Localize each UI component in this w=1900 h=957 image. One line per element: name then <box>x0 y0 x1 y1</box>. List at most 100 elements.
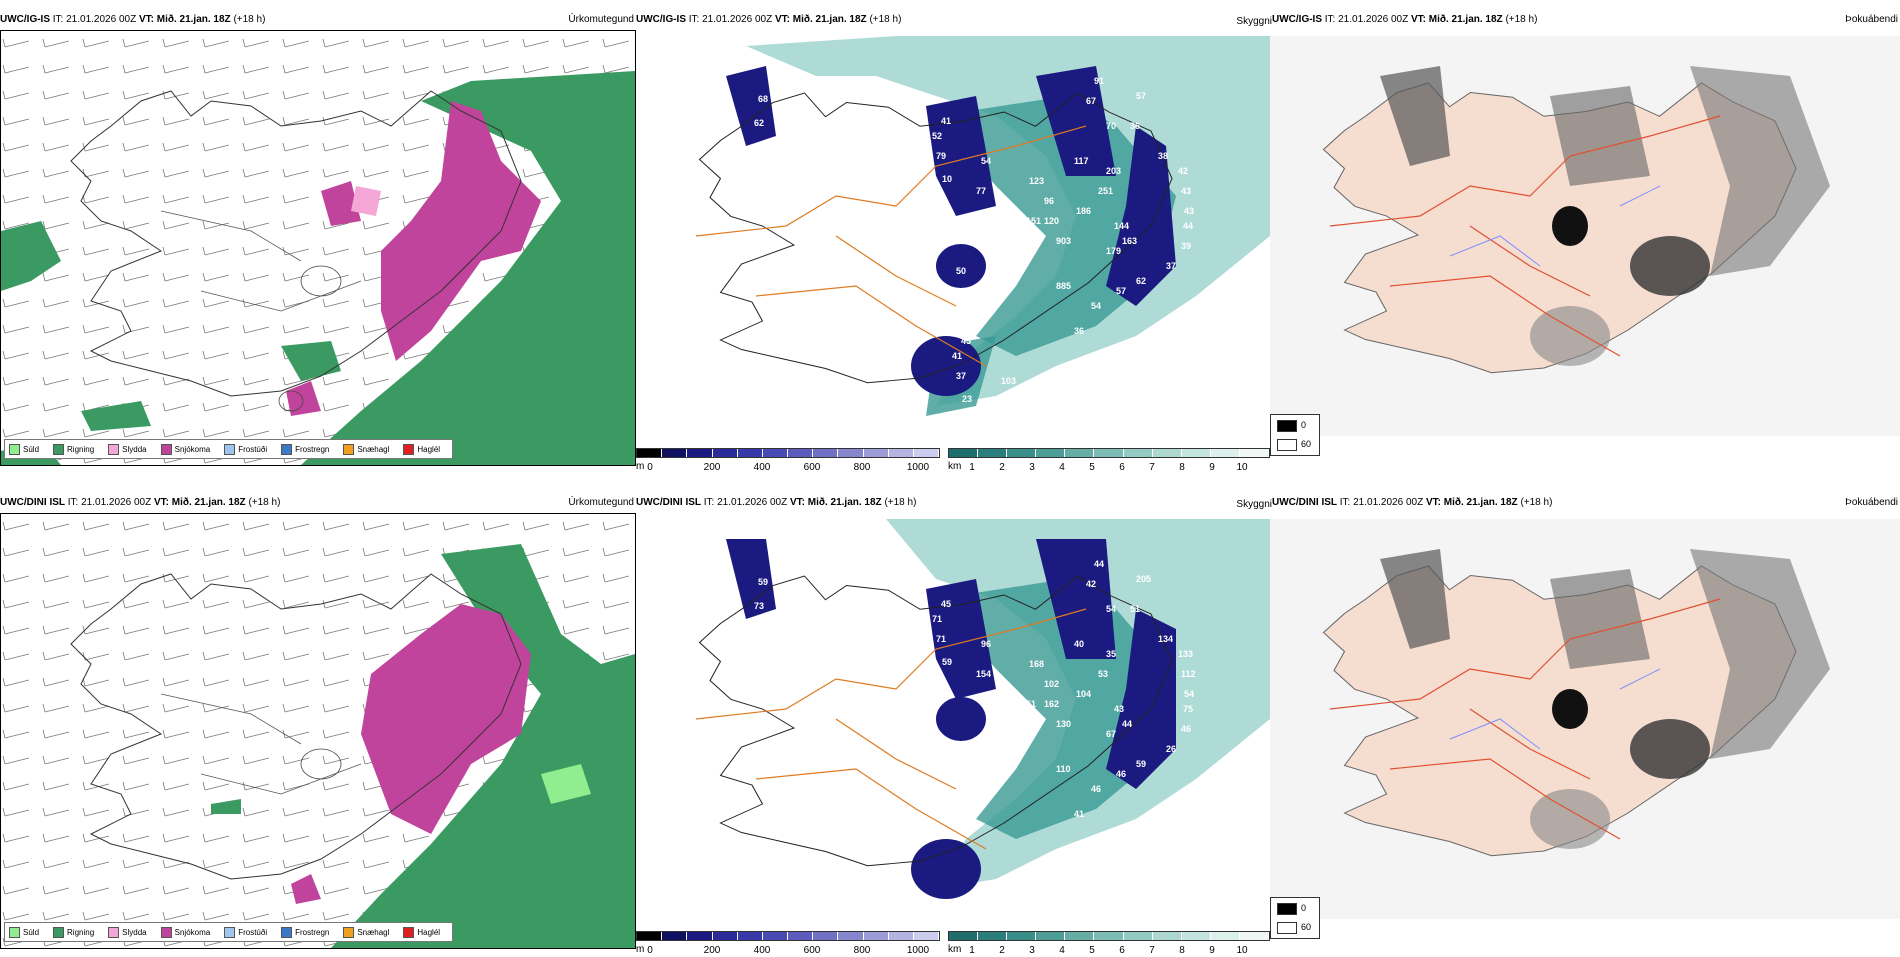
cloudbase-area <box>726 539 776 619</box>
tick: 400 <box>753 462 771 473</box>
cloudbase-label: 54 <box>1106 604 1117 614</box>
tick: 5 <box>1089 945 1095 956</box>
fog-area <box>1552 206 1588 246</box>
fog-title: Þokuábendi <box>1845 14 1898 25</box>
tick: 9 <box>1209 462 1215 473</box>
precip-legend: Súld Rigning Slydda Snjókoma Frostúði Fr… <box>4 922 454 942</box>
cloudbase-label: 54 <box>981 156 992 166</box>
fog-legend-swatch <box>1277 420 1297 432</box>
fog-legend-low: 60 <box>1301 439 1312 449</box>
cloudbase-label: 10 <box>942 174 953 184</box>
rain-area <box>1 221 61 291</box>
tick: 10 <box>1236 945 1248 956</box>
cloudbase-label: 903 <box>1056 236 1072 246</box>
fog-area <box>1380 66 1450 166</box>
fog-map <box>1270 519 1900 919</box>
lead-time: (+18 h) <box>233 14 266 25</box>
tick: 2 <box>999 462 1005 473</box>
legend-swatch <box>160 443 172 455</box>
cloudbase-label: 46 <box>1181 724 1192 734</box>
cloudbase-label: 144 <box>1114 221 1130 231</box>
legend-item: Frostúði <box>224 443 268 455</box>
init-time: IT: 21.01.2026 00Z <box>703 497 788 508</box>
cloudbase-label: 73 <box>754 601 765 611</box>
cloudbase-label: 37 <box>1166 261 1177 271</box>
tick: 10 <box>1236 462 1248 473</box>
tick: 600 <box>803 462 821 473</box>
cloudbase-label: 23 <box>962 394 973 404</box>
roads <box>160 210 362 312</box>
cloudbase-label: 57 <box>1116 286 1127 296</box>
fog-legend-swatch <box>1277 922 1297 934</box>
cloudbase-label: 205 <box>1136 574 1152 584</box>
visibility-title: Skyggni <box>1236 499 1272 510</box>
legend-item: Súld <box>9 443 39 455</box>
model-name: UWC/IG-IS <box>636 14 686 25</box>
visibility-colorbar-bar <box>948 931 1270 941</box>
legend-swatch <box>108 926 120 938</box>
tick: 800 <box>853 462 871 473</box>
cloudbase-label: 67 <box>1106 729 1117 739</box>
cloudbase-labels: 68 62 41 52 79 10 54 77 50 151 178 134 123 96 120 903 88… <box>636 36 1270 446</box>
cloudbase-area <box>926 579 996 699</box>
cloudbase-label: 75 <box>1183 704 1194 714</box>
drizzle-area <box>541 764 591 804</box>
snow-area <box>286 381 321 416</box>
legend-label: Snæhagl <box>357 444 390 454</box>
iceland-outline <box>70 573 522 880</box>
cloudbase-label: 57 <box>1136 91 1147 101</box>
legend-item: Slydda <box>108 926 147 938</box>
legend-swatch <box>343 926 355 938</box>
tick: 5 <box>1089 462 1095 473</box>
fog-legend-low: 60 <box>1301 922 1312 932</box>
legend-item: Slydda <box>108 443 147 455</box>
cloudbase-label: 110 <box>1056 764 1071 774</box>
tick: 7 <box>1149 462 1155 473</box>
cloudbase-label: 44 <box>1122 719 1133 729</box>
rain-area <box>331 544 635 948</box>
fog-legend-high: 0 <box>1301 903 1307 913</box>
fog-legend-swatch <box>1277 903 1297 915</box>
cloudbase-map <box>636 519 1270 929</box>
fog-area <box>1530 306 1610 366</box>
sleet-area <box>351 186 381 216</box>
cloudbase-label: 179 <box>1106 246 1122 256</box>
cloudbase-area <box>1036 66 1116 176</box>
row1-fog-header: UWC/IG-IS IT: 21.01.2026 00Z VT: Mið. 21… <box>1272 14 1900 30</box>
cloudbase-area <box>911 839 981 899</box>
precip-title: Úrkomutegund <box>568 14 634 25</box>
legend-label: Frostúði <box>238 444 268 454</box>
tick: 4 <box>1059 462 1065 473</box>
cloudbase-colorbar: m 0 200 400 600 800 1000 <box>636 448 946 474</box>
cloudbase-label: 178 <box>1001 236 1017 246</box>
valid-time: VT: Mið. 21.jan. 18Z <box>1410 14 1503 25</box>
fog-area <box>1690 549 1830 759</box>
cloudbase-label: 67 <box>1086 96 1097 106</box>
cloudbase-label: 96 <box>1044 196 1055 206</box>
cloudbase-label: 53 <box>1098 669 1109 679</box>
init-time: IT: 21.01.2026 00Z <box>67 497 152 508</box>
cloudbase-label: 117 <box>1074 156 1089 166</box>
cloudbase-label: 46 <box>1116 769 1127 779</box>
cloudbase-label: 45 <box>941 599 952 609</box>
tick: 2 <box>999 945 1005 956</box>
valid-time: VT: Mið. 21.jan. 18Z <box>153 497 246 508</box>
glacier-outline <box>300 748 342 780</box>
lead-time: (+18 h) <box>248 497 281 508</box>
roads <box>160 693 362 795</box>
tick: 8 <box>1179 462 1185 473</box>
cloudbase-map <box>636 36 1270 446</box>
rivers <box>1449 668 1661 750</box>
valid-time: VT: Mið. 21.jan. 18Z <box>1425 497 1518 508</box>
cloudbase-area <box>1106 126 1176 306</box>
cloudbase-label: 35 <box>1106 649 1117 659</box>
visibility-ticks: 1 2 3 4 5 6 7 8 9 10 <box>948 945 1268 957</box>
cloudbase-label: 134 <box>1016 246 1032 256</box>
legend-label: Snæhagl <box>357 927 390 937</box>
init-time: IT: 21.01.2026 00Z <box>688 14 773 25</box>
legend-label: Haglél <box>417 444 441 454</box>
row1-cloud-panel: UWC/IG-IS IT: 21.01.2026 00Z VT: Mið. 21… <box>636 14 1272 473</box>
legend-swatch <box>403 443 415 455</box>
cloudbase-label: 39 <box>1181 241 1192 251</box>
cloudbase-labels: 59 73 45 71 71 59 96 154 242 51 53 170 168 102 162 130 1… <box>636 519 1270 929</box>
